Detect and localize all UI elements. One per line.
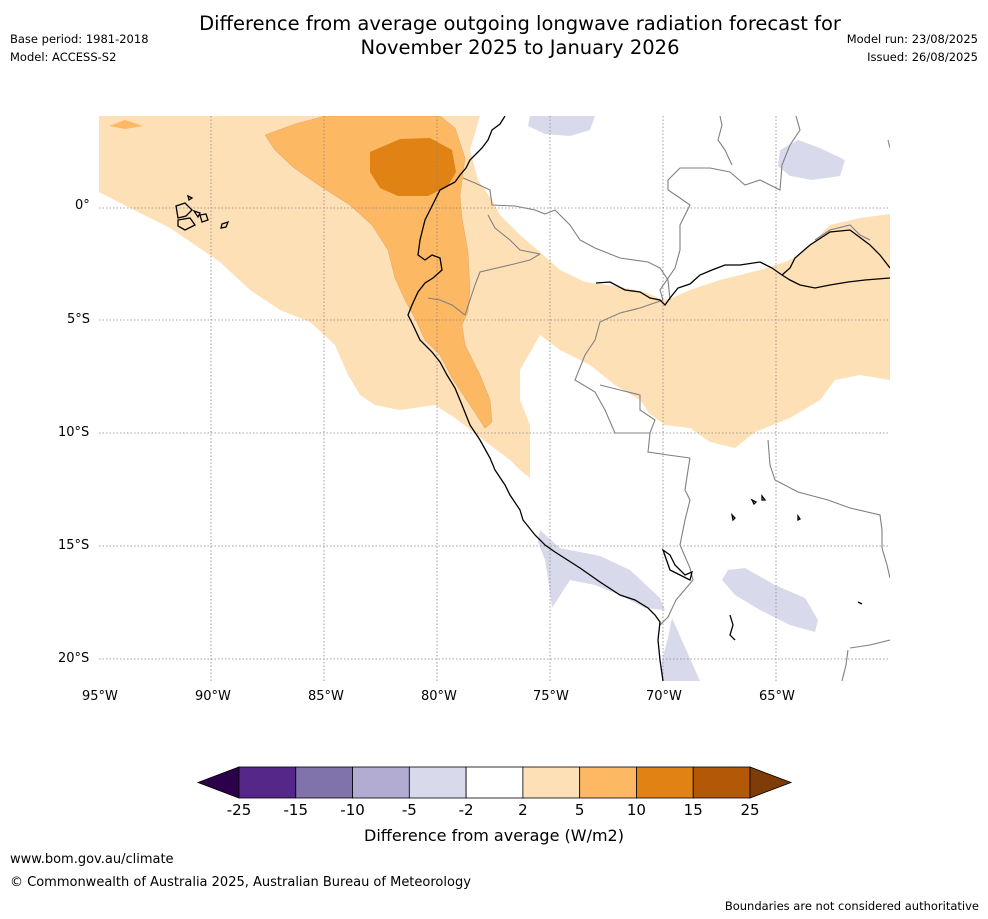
lat-label-15s: 15°S xyxy=(58,538,90,553)
anomaly-neg-3 xyxy=(538,530,665,610)
map-plot-area xyxy=(99,116,890,681)
copyright-notice: © Commonwealth of Australia 2025, Austra… xyxy=(10,875,471,890)
colorbar-tick-label: -5 xyxy=(401,801,417,819)
anomaly-neg-4 xyxy=(722,568,818,632)
colorbar-segment-0 xyxy=(238,766,297,799)
right-metadata: Model run: 23/08/2025 Issued: 26/08/2025 xyxy=(847,30,978,66)
graticule xyxy=(99,116,890,681)
colorbar-tick-label: 15 xyxy=(683,801,703,819)
lon-label-75w: 75°W xyxy=(533,689,569,704)
colorbar-segments xyxy=(196,766,793,799)
title-line-1: Difference from average outgoing longwav… xyxy=(199,12,841,35)
colorbar-segment-8 xyxy=(692,766,751,799)
colorbar-tick-label: -25 xyxy=(226,801,252,819)
lon-label-85w: 85°W xyxy=(308,689,344,704)
colorbar-label: Difference from average (W/m2) xyxy=(364,826,624,845)
colorbar-extend-low xyxy=(196,766,240,799)
issued-date: Issued: 26/08/2025 xyxy=(867,50,978,64)
chart-title: Difference from average outgoing longwav… xyxy=(0,12,988,60)
model-run: Model run: 23/08/2025 xyxy=(846,32,978,46)
coastline xyxy=(175,116,890,681)
lat-label-5s: 5°S xyxy=(67,312,91,327)
lat-label-20s: 20°S xyxy=(58,651,90,666)
title-line-2: November 2025 to January 2026 xyxy=(360,36,680,59)
lon-label-95w: 95°W xyxy=(82,689,118,704)
colorbar-tick-label: 2 xyxy=(518,801,528,819)
lon-label-80w: 80°W xyxy=(421,689,457,704)
colorbar-segment-4 xyxy=(465,766,524,799)
lon-label-65w: 65°W xyxy=(759,689,795,704)
lon-label-70w: 70°W xyxy=(646,689,682,704)
anomaly-small-patch xyxy=(109,120,143,129)
country-borders xyxy=(427,116,890,681)
colorbar-tick-label: 5 xyxy=(574,801,585,819)
colorbar-tick-label: -15 xyxy=(283,801,309,819)
colorbar-tick-label: -2 xyxy=(458,801,474,819)
colorbar-segment-1 xyxy=(295,766,353,799)
anomaly-neg-1 xyxy=(528,116,595,136)
colorbar-segment-6 xyxy=(579,766,637,799)
lat-label-0: 0° xyxy=(75,198,90,213)
anomaly-neg-5 xyxy=(662,618,700,681)
bom-url-link[interactable]: www.bom.gov.au/climate xyxy=(10,852,174,867)
contour-lines xyxy=(264,116,493,429)
left-metadata: Base period: 1981-2018 Model: ACCESS-S2 xyxy=(10,30,149,66)
anomaly-neg-2 xyxy=(778,140,845,180)
anomaly-region-10-15 xyxy=(370,138,456,196)
boundary-disclaimer: Boundaries are not considered authoritat… xyxy=(724,899,979,913)
colorbar-tick-label: 25 xyxy=(740,801,760,819)
model-name: Model: ACCESS-S2 xyxy=(10,50,117,64)
lat-label-10s: 10°S xyxy=(58,425,90,440)
base-period: Base period: 1981-2018 xyxy=(10,32,149,46)
lon-label-90w: 90°W xyxy=(195,689,231,704)
colorbar-segment-2 xyxy=(352,766,410,799)
colorbar-segment-7 xyxy=(636,766,694,799)
colorbar-segment-3 xyxy=(408,766,467,799)
colorbar-segment-5 xyxy=(522,766,581,799)
colorbar-tick-label: 10 xyxy=(626,801,646,819)
anomaly-region-2-5 xyxy=(99,116,890,478)
colorbar-extend-high xyxy=(749,766,793,799)
colorbar-tick-label: -10 xyxy=(340,801,365,819)
